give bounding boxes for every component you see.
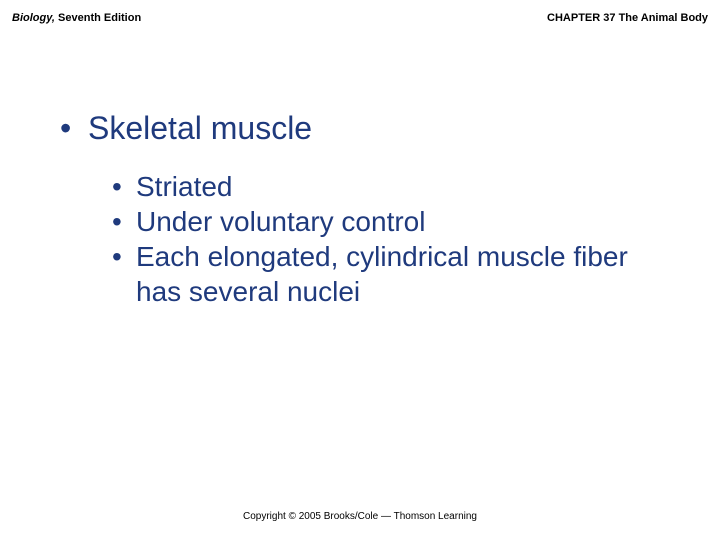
sub-bullet-text: Under voluntary control (136, 204, 680, 239)
sub-bullet-list: • Striated • Under voluntary control • E… (112, 169, 680, 309)
bullet-dot-icon: • (112, 204, 136, 239)
sub-bullet: • Striated (112, 169, 680, 204)
main-bullet-text: Skeletal muscle (88, 110, 312, 146)
bullet-dot-icon: • (60, 110, 88, 147)
sub-bullet-text: Each elongated, cylindrical muscle fiber… (136, 239, 680, 309)
footer-copyright: Copyright © 2005 Brooks/Cole — Thomson L… (0, 511, 720, 522)
header-right: CHAPTER 37 The Animal Body (547, 12, 708, 24)
bullet-dot-icon: • (112, 239, 136, 309)
sub-bullet: • Each elongated, cylindrical muscle fib… (112, 239, 680, 309)
header-left: Biology, Seventh Edition (12, 12, 141, 24)
book-title-italic: Biology, (12, 12, 55, 24)
sub-bullet: • Under voluntary control (112, 204, 680, 239)
bullet-dot-icon: • (112, 169, 136, 204)
sub-bullet-text: Striated (136, 169, 680, 204)
slide-content: •Skeletal muscle • Striated • Under volu… (60, 110, 680, 309)
book-edition: Seventh Edition (55, 12, 141, 24)
main-bullet: •Skeletal muscle (60, 110, 680, 147)
